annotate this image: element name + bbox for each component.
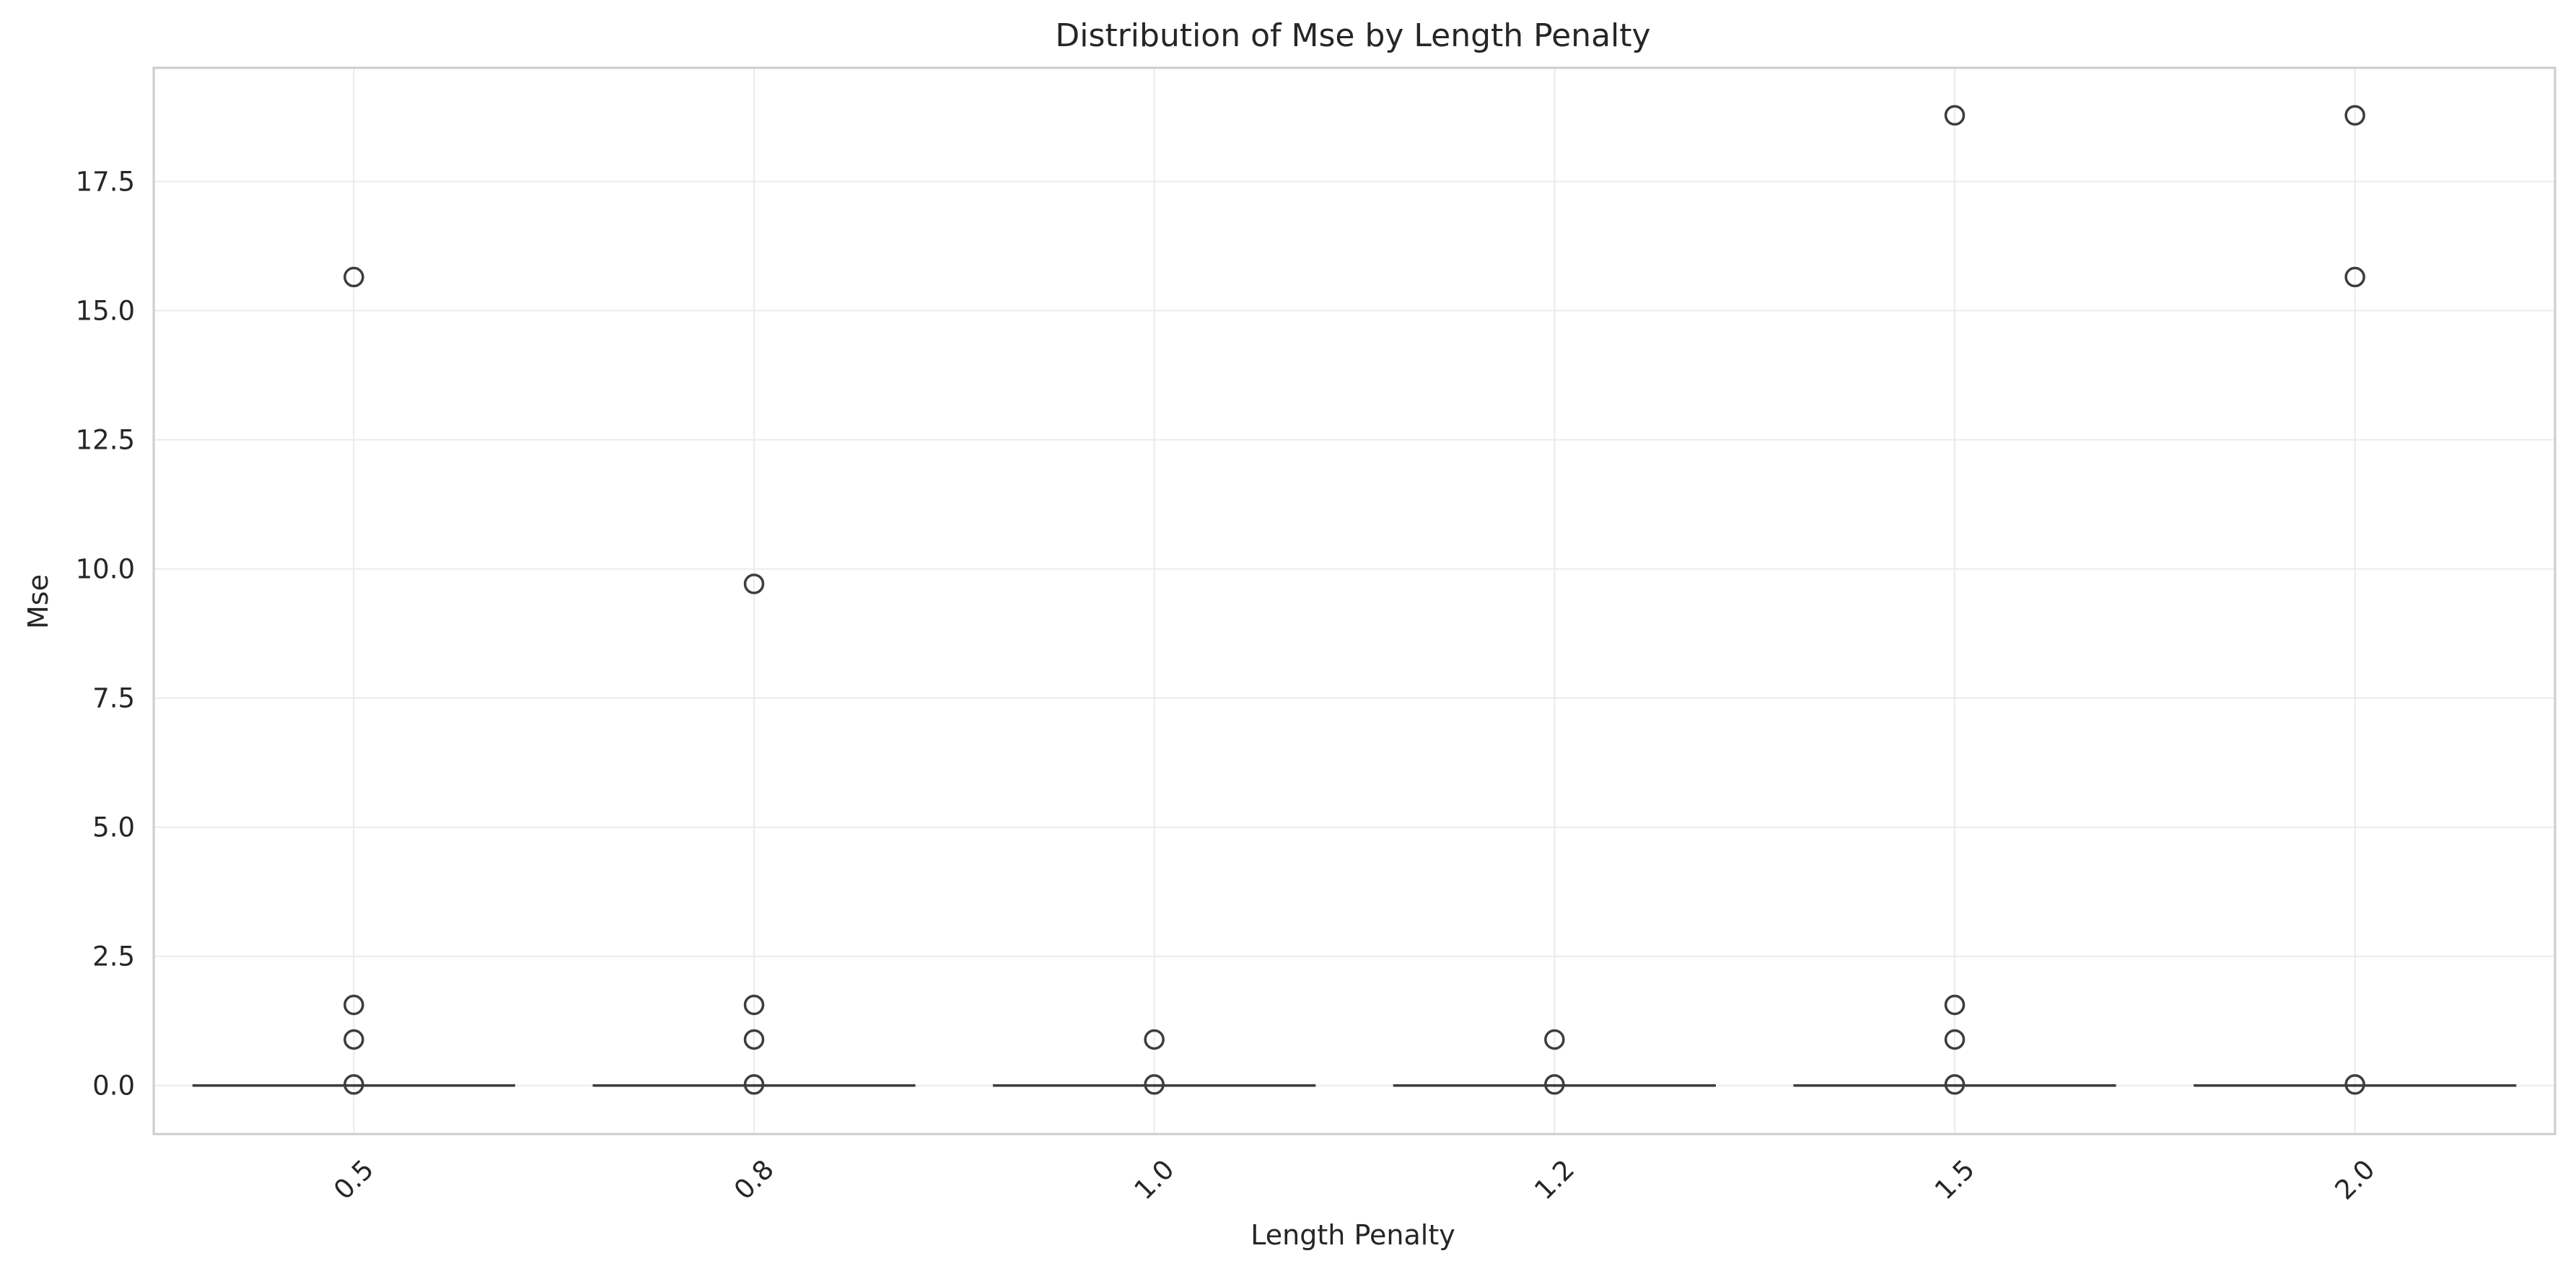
y-tick-label: 15.0 [76, 296, 135, 327]
y-tick-label: 0.0 [92, 1071, 135, 1102]
y-tick-label: 2.5 [92, 941, 135, 972]
x-axis-label: Length Penalty [1250, 1219, 1455, 1251]
flier-point [2344, 266, 2365, 288]
flier-point [2344, 105, 2365, 126]
flier-point [743, 1029, 765, 1050]
chart-title: Distribution of Mse by Length Penalty [1055, 17, 1650, 54]
flier-point [2344, 1074, 2365, 1095]
y-tick-label: 5.0 [92, 812, 135, 843]
x-tick-label: 1.2 [1528, 1154, 1580, 1205]
x-tick-label: 1.0 [1129, 1154, 1180, 1205]
flier-point [343, 1029, 364, 1050]
plot-frame [152, 66, 2557, 1135]
y-tick-label: 7.5 [92, 683, 135, 714]
x-tick-label: 2.0 [2329, 1154, 2381, 1205]
flier-point [1944, 1074, 1966, 1095]
flier-point [1544, 1029, 1565, 1050]
y-tick-label: 10.0 [76, 554, 135, 585]
y-tick-label: 12.5 [76, 425, 135, 456]
flier-point [343, 266, 364, 288]
x-tick-label: 0.8 [728, 1154, 780, 1205]
y-ticks: 0.0 2.5 5.0 7.5 10.0 12.5 15.0 17.5 [76, 167, 135, 1102]
flier-point [343, 994, 364, 1016]
x-ticks: 0.5 0.8 1.0 1.2 1.5 2.0 [328, 1154, 2380, 1205]
flier-point [743, 994, 765, 1016]
y-tick-label: 17.5 [76, 167, 135, 198]
flier-point [1544, 1074, 1565, 1095]
flier-point [1944, 994, 1966, 1016]
flier-point [1144, 1029, 1165, 1050]
y-axis-label: Mse [22, 574, 54, 629]
flier-point [1144, 1074, 1165, 1095]
flier-point [1944, 105, 1966, 126]
grid [154, 68, 2555, 1134]
flier-point [343, 1074, 364, 1095]
flier-point [743, 574, 765, 594]
x-tick-label: 0.5 [328, 1154, 380, 1205]
flier-point [743, 1074, 765, 1095]
fliers [343, 105, 2365, 1095]
x-tick-label: 1.5 [1929, 1154, 1981, 1205]
flier-point [1944, 1029, 1966, 1050]
